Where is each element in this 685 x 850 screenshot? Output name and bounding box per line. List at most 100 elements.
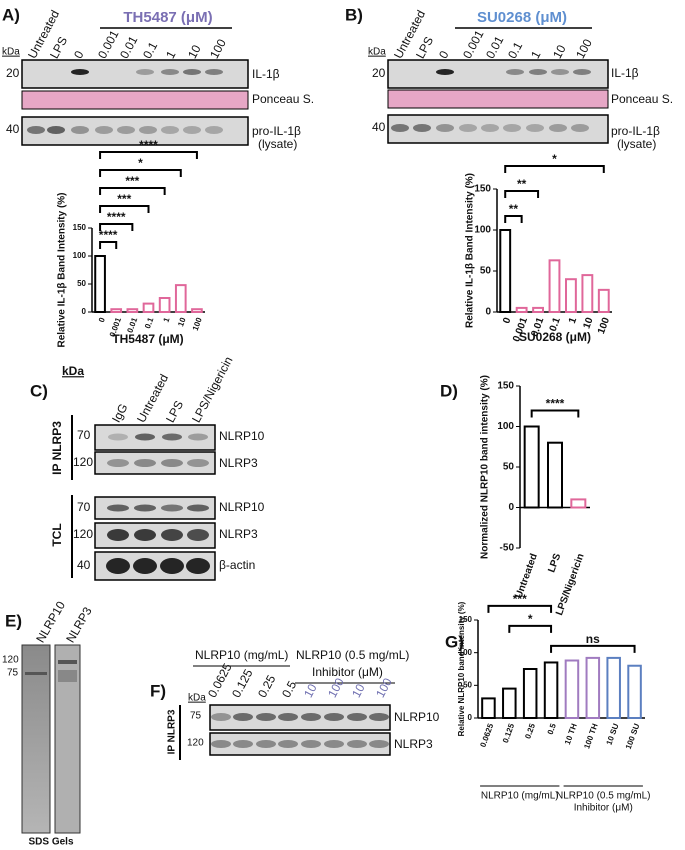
x-tick-label: LPS <box>546 552 563 574</box>
blot-label: Ponceau S. <box>252 92 314 106</box>
bar <box>515 306 528 313</box>
band <box>506 69 524 75</box>
band <box>324 740 344 748</box>
ponceau <box>387 89 609 109</box>
lane-label: 10 <box>550 42 569 61</box>
marker: 20 <box>372 66 386 80</box>
lane-label: 10 <box>301 681 320 700</box>
blot <box>21 59 249 89</box>
blot-label: NLRP10 <box>394 710 440 724</box>
x-tick-label: 0 <box>97 316 107 324</box>
significance-bracket <box>508 624 553 633</box>
band <box>161 69 179 75</box>
significance-label: *** <box>513 592 527 606</box>
blot-title: TH5487 (μM) <box>123 9 212 26</box>
marker: 75 <box>7 668 19 679</box>
x-tick-label: 0.1 <box>548 316 563 333</box>
blot-label: NLRP10 <box>219 429 265 443</box>
blot-label: pro-IL-1β <box>252 124 301 138</box>
band <box>324 713 344 721</box>
y-tick-label: 0 <box>508 502 514 513</box>
ip-label: IP NLRP3 <box>167 709 178 754</box>
lane-label: LPS/Nigericin <box>189 354 235 425</box>
lane-label: 0.001 <box>95 28 122 61</box>
significance-bracket <box>487 604 553 613</box>
lane-label: LPS <box>413 34 436 61</box>
band <box>186 558 210 574</box>
x-tick-label: 1 <box>567 316 579 325</box>
bar <box>191 308 203 314</box>
band <box>233 740 253 748</box>
blot-label: NLRP10 <box>219 500 265 514</box>
significance-bracket <box>99 205 150 213</box>
lane-label: IgG <box>109 401 130 425</box>
ip-label: IP NLRP3 <box>50 421 64 475</box>
band <box>481 124 499 132</box>
band <box>551 69 569 75</box>
bar <box>570 498 587 509</box>
y-tick-label: 150 <box>497 381 514 392</box>
lane-label: 0.125 <box>229 667 256 700</box>
band <box>27 126 45 134</box>
kda: kDa <box>188 693 206 704</box>
bar <box>481 697 496 720</box>
blot-label: IL-1β <box>252 67 280 81</box>
significance-bracket <box>504 215 523 223</box>
band <box>108 433 128 441</box>
y-axis-label: Relative IL-1β Band Intensity (%) <box>465 173 476 328</box>
blot <box>209 732 391 756</box>
marker: 120 <box>73 455 93 469</box>
x-tick-label: 0.1 <box>143 316 155 330</box>
y-tick-label: 100 <box>474 225 491 236</box>
x-tick-label: 0.125 <box>501 722 516 744</box>
bar <box>547 441 563 509</box>
band <box>278 713 298 721</box>
significance-bracket <box>99 169 182 177</box>
significance-label: ** <box>517 177 527 191</box>
lane-label: 1 <box>163 48 179 61</box>
band <box>529 69 547 75</box>
gel-caption: SDS Gels <box>28 837 73 848</box>
blot <box>387 59 609 89</box>
bar <box>543 661 559 720</box>
band <box>187 504 209 512</box>
y-tick-label: 100 <box>497 421 514 432</box>
lane-label: 0.1 <box>505 39 525 61</box>
blot-label: Ponceau S. <box>611 92 673 106</box>
panel-label: G) <box>445 632 464 651</box>
bar <box>110 308 123 314</box>
band <box>161 504 183 512</box>
x-axis-label: SU0268 (μM) <box>519 330 591 344</box>
tcl-label: TCL <box>50 523 64 546</box>
marker: 20 <box>6 66 20 80</box>
x-tick-label: 0 <box>501 316 513 325</box>
blot-label: NLRP3 <box>219 527 258 541</box>
significance-label: **** <box>99 228 118 242</box>
band <box>347 713 367 721</box>
x-tick-label: 1 <box>162 316 172 324</box>
blot-label: β-actin <box>219 558 255 572</box>
lane-label: 1 <box>528 48 544 61</box>
band <box>107 459 129 467</box>
bar <box>606 656 621 719</box>
band <box>134 529 156 541</box>
band <box>573 69 591 75</box>
x-tick-label: 10 SU <box>604 722 620 746</box>
bar <box>597 288 610 313</box>
lane-label: 0 <box>436 48 452 61</box>
lane-label: 0.25 <box>255 672 278 699</box>
ponceau <box>21 90 249 110</box>
y-axis-label: Relative NLRP10 band intensity (%) <box>457 601 466 736</box>
band <box>71 126 89 134</box>
band <box>107 529 129 541</box>
bar <box>627 664 642 720</box>
band <box>106 558 130 574</box>
band <box>413 124 431 132</box>
group-label: NLRP10 (mg/mL) <box>481 791 559 802</box>
band <box>133 558 157 574</box>
bar <box>522 668 538 719</box>
y-tick-label: 0 <box>82 307 87 316</box>
blot <box>94 424 216 451</box>
x-tick-label: 0.5 <box>546 722 558 736</box>
